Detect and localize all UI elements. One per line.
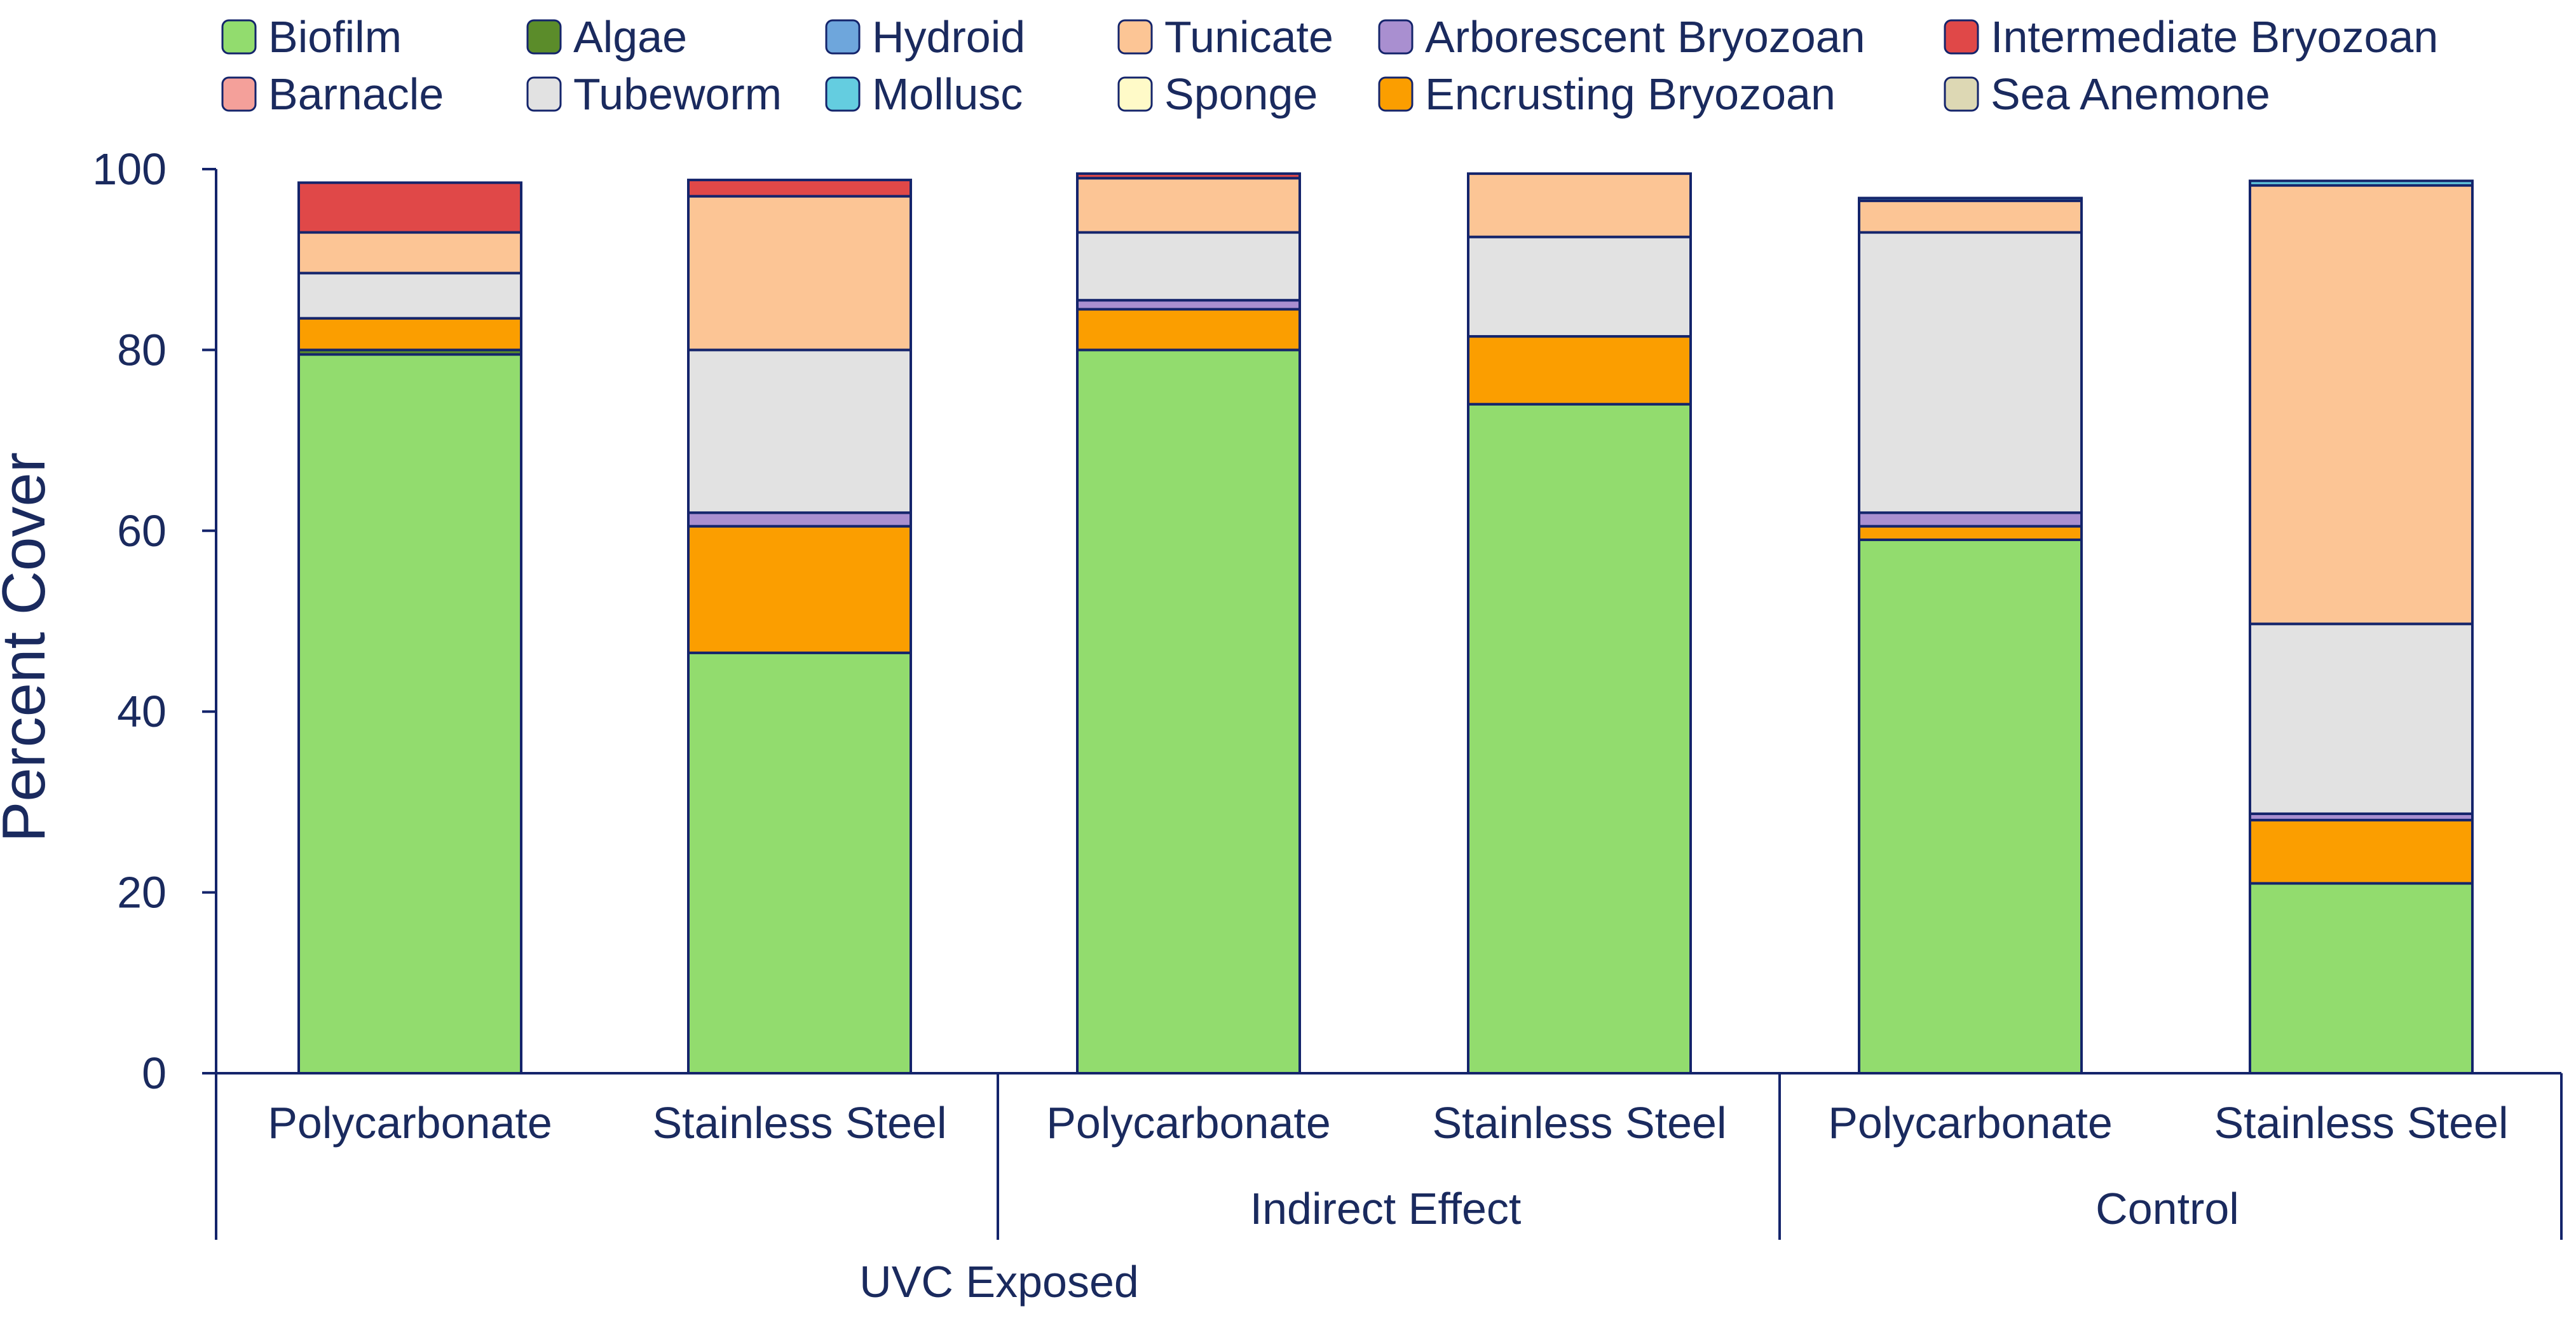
bar-segment-tunicate <box>2249 184 2474 626</box>
bar-segment-biofilm <box>1076 348 1301 1074</box>
bar-segment-encrusting-bryozoan <box>2249 818 2474 885</box>
bar-segment-intermediate-bryozoan <box>297 181 522 234</box>
bar-segment-tunicate <box>687 195 912 352</box>
y-tick-label: 80 <box>117 325 167 374</box>
legend-label: Intermediate Bryozoan <box>1991 12 2438 62</box>
y-tick-label: 0 <box>142 1048 167 1098</box>
bar-segment-encrusting-bryozoan <box>687 525 912 654</box>
legend-item-biofilm: Biofilm <box>221 12 402 62</box>
legend-swatch <box>221 19 257 55</box>
legend-swatch <box>825 19 861 55</box>
bar-segment-tunicate <box>1858 199 2083 234</box>
legend-swatch <box>1944 19 1979 55</box>
bars <box>297 172 2474 1074</box>
bar-segment-tubeworm <box>297 271 522 320</box>
bar-segment-biofilm <box>1858 539 2083 1074</box>
bar-segment-arborescent-bryozoan <box>687 511 912 528</box>
y-axis: 0 20 40 60 80 100 <box>92 144 217 1098</box>
bar-segment-biofilm <box>2249 882 2474 1074</box>
y-tick-label: 100 <box>92 144 167 194</box>
legend-swatch <box>1378 76 1414 112</box>
bar-stack <box>2249 179 2474 1074</box>
legend-item-algae: Algae <box>526 12 687 62</box>
x-tick-label: Stainless Steel <box>652 1098 946 1148</box>
legend-label: Tubeworm <box>573 69 782 119</box>
bar-segment-encrusting-bryozoan <box>1858 525 2083 542</box>
x-tick-label: Polycarbonate <box>1828 1098 2113 1148</box>
y-tick-label: 60 <box>117 506 167 556</box>
bar-segment-biofilm <box>1467 402 1692 1074</box>
bar-segment-tubeworm <box>1467 235 1692 338</box>
legend-label: Encrusting Bryozoan <box>1425 69 1836 119</box>
bar-segment-arborescent-bryozoan <box>1858 511 2083 528</box>
legend-item-tubeworm: Tubeworm <box>526 69 782 119</box>
legend: Biofilm Algae Hydroid Tunicate Arborescent B… <box>221 12 2438 119</box>
x-axis: Polycarbonate Stainless Steel Polycarbonat… <box>215 1072 2563 1307</box>
x-group-label: Control <box>2096 1184 2239 1233</box>
legend-swatch <box>526 76 562 112</box>
legend-item-sea-anemone: Sea Anemone <box>1944 69 2270 119</box>
legend-swatch <box>1944 76 1979 112</box>
bar-segment-biofilm <box>297 353 522 1074</box>
y-axis-title: Percent Cover <box>0 452 58 842</box>
legend-label: Hydroid <box>872 12 1025 62</box>
bar-segment-mollusc <box>1858 196 2083 202</box>
bar-segment-encrusting-bryozoan <box>297 317 522 352</box>
x-tick-label: Polycarbonate <box>268 1098 552 1148</box>
bar-stack <box>687 179 912 1074</box>
bar-segment-encrusting-bryozoan <box>1467 335 1692 406</box>
bar-segment-tubeworm <box>687 348 912 514</box>
y-tick-label: 20 <box>117 868 167 917</box>
legend-label: Sea Anemone <box>1991 69 2270 119</box>
bar-segment-arborescent-bryozoan <box>1076 299 1301 311</box>
bar-stack <box>297 181 522 1074</box>
legend-swatch <box>1117 19 1153 55</box>
bar-stack <box>1858 196 2083 1074</box>
bar-stack <box>1467 172 1692 1074</box>
legend-swatch <box>221 76 257 112</box>
bar-segment-tunicate <box>1467 172 1692 238</box>
legend-item-mollusc: Mollusc <box>825 69 1023 119</box>
legend-item-arborescent-bryozoan: Arborescent Bryozoan <box>1378 12 1865 62</box>
x-tick-label: Stainless Steel <box>1432 1098 1726 1148</box>
y-tick-label: 40 <box>117 687 167 736</box>
bar-stack <box>1076 172 1301 1074</box>
x-group-label: UVC Exposed <box>859 1257 1139 1307</box>
legend-label: Sponge <box>1164 69 1318 119</box>
legend-swatch <box>1378 19 1414 55</box>
legend-item-barnacle: Barnacle <box>221 69 444 119</box>
legend-label: Mollusc <box>872 69 1023 119</box>
legend-label: Barnacle <box>268 69 444 119</box>
legend-item-tunicate: Tunicate <box>1117 12 1333 62</box>
legend-label: Arborescent Bryozoan <box>1425 12 1865 62</box>
legend-item-sponge: Sponge <box>1117 69 1318 119</box>
x-tick-label: Polycarbonate <box>1046 1098 1331 1148</box>
bar-segment-tubeworm <box>1858 231 2083 514</box>
bar-segment-intermediate-bryozoan <box>1076 172 1301 180</box>
legend-label: Algae <box>573 12 687 62</box>
bar-segment-encrusting-bryozoan <box>1076 308 1301 352</box>
legend-label: Tunicate <box>1164 12 1333 62</box>
x-tick-label: Stainless Steel <box>2214 1098 2508 1148</box>
legend-label: Biofilm <box>268 12 402 62</box>
legend-item-encrusting-bryozoan: Encrusting Bryozoan <box>1378 69 1836 119</box>
bar-segment-intermediate-bryozoan <box>687 179 912 198</box>
legend-swatch <box>1117 76 1153 112</box>
legend-item-intermediate-bryozoan: Intermediate Bryozoan <box>1944 12 2438 62</box>
bar-segment-mollusc <box>2249 179 2474 187</box>
bar-segment-tubeworm <box>1076 231 1301 302</box>
x-group-label: Indirect Effect <box>1250 1184 1522 1233</box>
bar-segment-tunicate <box>1076 177 1301 234</box>
legend-swatch <box>825 76 861 112</box>
bar-segment-biofilm <box>687 651 912 1074</box>
legend-item-hydroid: Hydroid <box>825 12 1025 62</box>
legend-swatch <box>526 19 562 55</box>
bar-segment-tubeworm <box>2249 622 2474 815</box>
bar-segment-tunicate <box>297 231 522 275</box>
